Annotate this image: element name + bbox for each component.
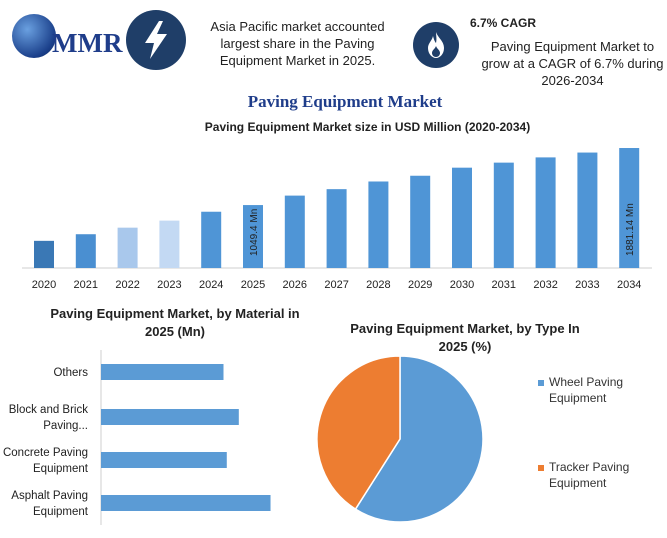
tick-label-2031: 2031	[492, 279, 516, 291]
bar-2022	[117, 227, 138, 268]
bar-2033	[577, 152, 598, 268]
tick-label-2034: 2034	[617, 279, 641, 291]
type-pie-chart: Wheel Paving Equipment Tracker Paving Equip…	[316, 355, 629, 523]
bar-2025	[243, 205, 263, 268]
legend-swatch-wheel-paving-equipment	[538, 380, 544, 386]
tick-label-2025: 2025	[241, 279, 265, 291]
bar-2027	[326, 189, 347, 268]
cagr-title: 6.7% CAGR	[470, 16, 537, 30]
bar-2031	[493, 162, 514, 268]
bar-2030	[452, 167, 472, 268]
logo-text: MMR	[52, 28, 123, 58]
material-chart-title: Paving Equipment Market, by Material in …	[50, 306, 300, 339]
hbar-block-and-brick-paving	[101, 409, 239, 425]
tick-label-2022: 2022	[115, 279, 139, 291]
bar-2020	[34, 240, 54, 268]
bar-2028	[368, 181, 389, 268]
pie-slice-tracker-paving-equipment	[316, 355, 401, 511]
hbar-others	[101, 364, 224, 380]
bar-2034	[619, 148, 640, 268]
pie-slice-wheel-paving-equipment	[354, 355, 484, 523]
cagr-blurb: Paving Equipment Market to grow at a CAG…	[481, 39, 664, 88]
hbar-label-concrete-paving-equipment: Concrete Paving Equipment	[3, 447, 89, 475]
market-size-bar-chart: 2020 2021 2022 2023 2024 2025 2026 2027 2028 2029…	[22, 148, 652, 291]
flame-icon	[413, 22, 459, 68]
tick-label-2026: 2026	[283, 279, 307, 291]
tick-label-2030: 2030	[450, 279, 474, 291]
tick-label-2033: 2033	[575, 279, 599, 291]
type-chart-title: Paving Equipment Market, by Type In 2025…	[350, 321, 580, 354]
tick-label-2021: 2021	[74, 279, 98, 291]
bar-chart-title: Paving Equipment Market size in USD Mill…	[204, 120, 531, 134]
tick-label-2023: 2023	[157, 279, 181, 291]
asia-pacific-blurb: Asia Pacific market accounted largest sh…	[210, 19, 385, 68]
bar-2021	[75, 234, 96, 268]
tick-label-2028: 2028	[366, 279, 390, 291]
tick-label-2020: 2020	[32, 279, 56, 291]
bar-2024	[201, 211, 222, 268]
legend-label-tracker-paving-equipment: Tracker Paving Equipment	[549, 460, 629, 490]
tick-label-2024: 2024	[199, 279, 223, 291]
legend-swatch-tracker-paving-equipment	[538, 465, 544, 471]
hbar-asphalt-paving-equipment	[101, 495, 271, 511]
bar-2023	[159, 220, 180, 268]
material-bar-chart: Others Block and Brick Paving... Concrete P…	[3, 350, 271, 525]
logo-globe-icon	[12, 14, 56, 58]
hbar-concrete-paving-equipment	[101, 452, 227, 468]
lightning-icon	[126, 10, 186, 70]
tick-label-2027: 2027	[324, 279, 348, 291]
hbar-label-asphalt-paving-equipment: Asphalt Paving Equipment	[11, 490, 89, 518]
legend-label-wheel-paving-equipment: Wheel Paving Equipment	[549, 375, 623, 405]
data-label-2025: 1049.4 Mn	[249, 209, 260, 256]
bar-2032	[535, 157, 556, 268]
tick-label-2029: 2029	[408, 279, 432, 291]
bar-2026	[284, 195, 305, 268]
tick-label-2032: 2032	[533, 279, 557, 291]
data-label-2034: 1881.14 Mn	[625, 203, 636, 256]
hbar-label-block-and-brick-paving: Block and Brick Paving...	[9, 404, 89, 432]
page-title: Paving Equipment Market	[247, 92, 443, 111]
hbar-label-others: Others	[53, 367, 88, 379]
bar-2029	[410, 175, 431, 268]
